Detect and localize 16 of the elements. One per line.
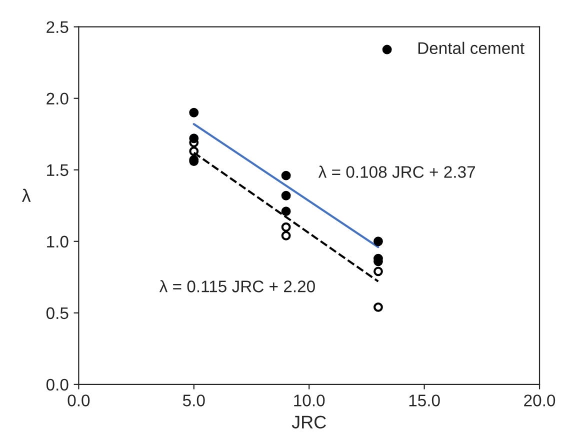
y-tick-label: 0.0	[46, 378, 68, 391]
x-tick-label: 0.0	[68, 394, 90, 406]
y-tick-label: 0.5	[46, 307, 68, 320]
legend-label: Dental cement	[418, 42, 524, 54]
annotation: λ = 0.108 JRC + 2.37	[318, 166, 475, 178]
x-axis-title: JRC	[292, 416, 326, 428]
y-tick-label: 2.0	[46, 92, 68, 105]
x-tick-label: 15.0	[409, 394, 440, 406]
annotation: λ = 0.115 JRC + 2.20	[159, 280, 315, 292]
y-tick-label: 2.5	[46, 21, 68, 34]
y-axis-title: λ	[22, 188, 31, 202]
x-tick-label: 5.0	[182, 394, 205, 406]
y-tick-label: 1.0	[47, 236, 68, 248]
x-tick-label: 10.0	[294, 394, 325, 406]
y-tick-label: 1.5	[47, 164, 68, 176]
x-tick-label: 20.0	[524, 394, 556, 406]
